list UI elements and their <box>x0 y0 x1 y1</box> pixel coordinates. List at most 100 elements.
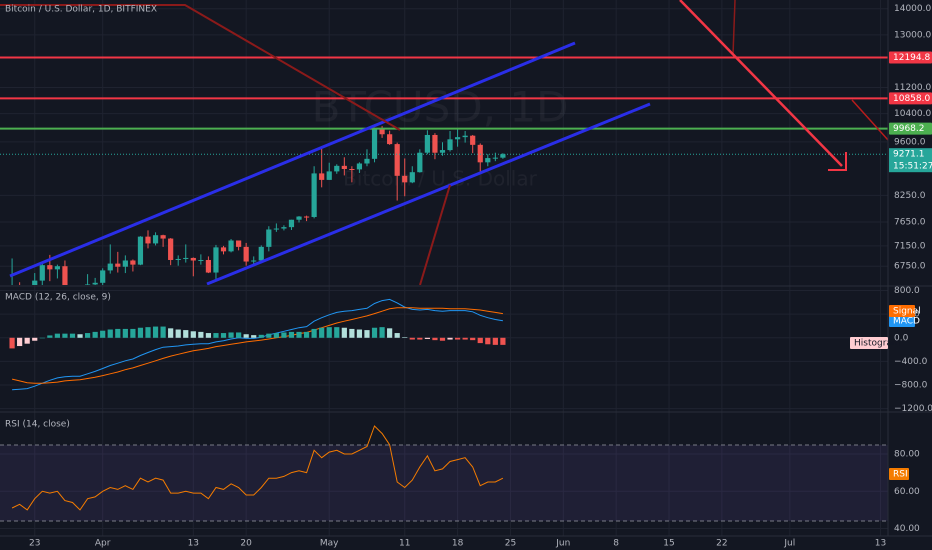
legend-label: Histogram <box>854 339 901 349</box>
y-tick-label: −1200.0 <box>894 404 932 414</box>
price-level-label: 9968.2 <box>893 124 925 134</box>
y-tick-label: −400.0 <box>894 357 928 367</box>
x-tick-label: 11 <box>399 539 410 549</box>
histogram-bar <box>160 326 166 338</box>
histogram-bar <box>190 331 196 338</box>
histogram-bar <box>32 337 38 341</box>
price-level-label: 12194.8 <box>893 53 930 63</box>
candle-body <box>243 246 249 262</box>
candle-body <box>311 173 317 217</box>
candle-body <box>477 144 483 163</box>
histogram-bar <box>228 332 234 338</box>
candle-body <box>492 157 498 159</box>
candle-body <box>92 282 98 285</box>
histogram-bar <box>213 333 219 338</box>
candle-body <box>364 158 370 164</box>
macd-line <box>12 298 503 391</box>
price-level-label: 10858.0 <box>893 94 930 104</box>
candle-body <box>394 144 400 176</box>
x-tick-label: Jul <box>783 539 795 549</box>
labels: 23 Apr 13 20 May 11 18 25 Jun 8 15 22 Jul 13 14000.0 13… <box>29 4 932 549</box>
legend-label-box <box>889 305 915 317</box>
histogram-bar <box>258 334 264 338</box>
candle-body <box>190 257 196 261</box>
y-tick-label: 0.0 <box>894 333 909 343</box>
countdown: 15:51:27 <box>893 162 932 172</box>
candle-body <box>100 270 106 283</box>
histogram-bar <box>152 326 159 338</box>
x-tick-label: 23 <box>29 539 40 549</box>
candle-body <box>334 165 340 172</box>
last-price-label: 9271.1 <box>893 150 925 160</box>
channel-lower <box>206 102 651 285</box>
candle-body <box>417 152 423 173</box>
candle-body <box>258 246 264 261</box>
legend-label: Signal <box>893 307 921 317</box>
candle-body <box>160 235 166 239</box>
histogram-bar <box>220 333 227 338</box>
candle-body <box>447 139 453 151</box>
candle-body <box>439 150 446 153</box>
red-drawing <box>732 0 736 56</box>
histogram-bar <box>9 337 15 349</box>
y-tick-label: −800.0 <box>894 381 928 391</box>
candle-body <box>409 172 415 183</box>
histogram-bar <box>356 329 363 338</box>
histogram-bar <box>100 330 106 338</box>
candle-body <box>145 236 151 244</box>
candle-body <box>213 247 219 273</box>
histogram-bar <box>387 328 393 338</box>
candle-body <box>175 258 181 260</box>
legend-label-box <box>889 468 909 480</box>
histogram-bar <box>145 327 151 338</box>
histogram-bar <box>236 332 242 338</box>
histogram-bar <box>69 333 76 338</box>
red-drawing <box>419 184 451 285</box>
price-level-label-box <box>889 92 932 105</box>
y-tick-label: 11200.0 <box>894 83 931 93</box>
candle-body <box>39 265 45 281</box>
histogram-bar <box>273 333 279 338</box>
candle-body <box>251 260 257 262</box>
candle-body <box>485 158 491 163</box>
candle-body <box>152 235 159 244</box>
histogram-bar <box>454 337 461 340</box>
histogram-bar <box>266 333 272 338</box>
histogram-bar <box>462 337 468 340</box>
price-level-label-box <box>889 51 932 64</box>
histogram-bar <box>54 333 60 338</box>
y-tick-label: 7650.0 <box>894 218 926 228</box>
histogram-bar <box>288 331 295 338</box>
candle-body <box>371 128 378 159</box>
histogram-bar <box>47 335 53 338</box>
histogram-bar <box>62 333 68 338</box>
red-arrow-head <box>828 152 847 171</box>
candle-body <box>281 227 287 229</box>
y-tick-label: 6750.0 <box>894 262 926 272</box>
candle-body <box>62 266 68 285</box>
histogram-bar <box>251 335 257 338</box>
histogram-bar <box>205 333 212 338</box>
histogram-bar <box>303 331 310 338</box>
histogram-bar <box>439 337 446 341</box>
histogram-bar <box>115 328 121 338</box>
candle-body <box>454 137 461 140</box>
histogram-bar <box>107 329 113 338</box>
candle-body <box>500 154 506 158</box>
x-tick-label: 13 <box>875 539 886 549</box>
x-tick-label: May <box>320 539 339 549</box>
legend-label: RSI <box>893 470 908 480</box>
y-tick-label: 80.00 <box>894 450 920 460</box>
red-drawing <box>0 4 401 131</box>
histogram-bar <box>371 327 378 338</box>
y-tick-label: 60.00 <box>894 487 920 497</box>
candle-body <box>319 173 325 180</box>
candle-body <box>236 240 242 247</box>
x-tick-label: 18 <box>452 539 464 549</box>
candle-body <box>54 266 60 270</box>
candle-body <box>462 135 468 138</box>
x-tick-label: 8 <box>613 539 619 549</box>
grid <box>0 0 888 536</box>
x-tick-label: 22 <box>716 539 727 549</box>
